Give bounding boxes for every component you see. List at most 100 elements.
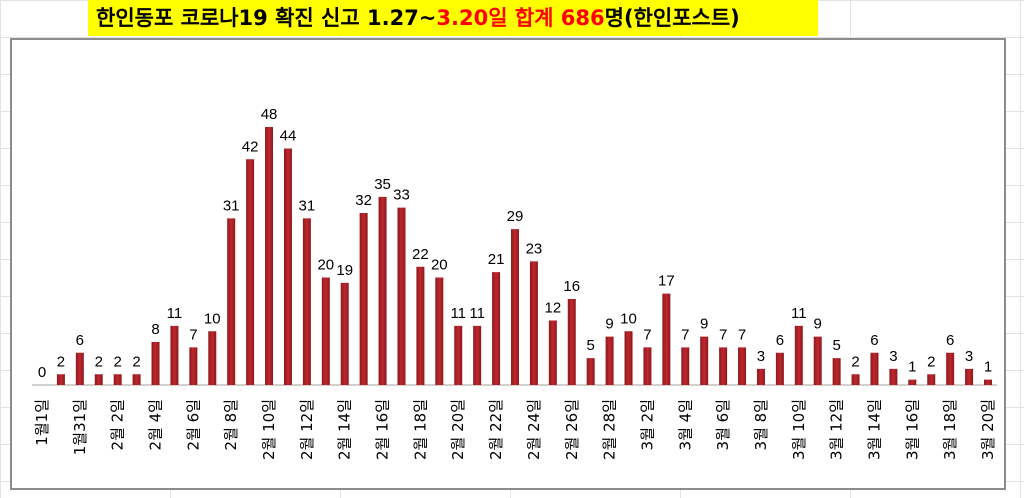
bar [756, 368, 765, 385]
bar [529, 261, 538, 385]
bar [946, 352, 955, 385]
bar [435, 277, 444, 385]
bar [359, 213, 368, 385]
bar [889, 368, 898, 385]
data-label: 42 [242, 138, 259, 155]
bar [586, 358, 595, 385]
bar [246, 159, 255, 385]
data-label: 17 [658, 273, 675, 290]
bar [378, 196, 387, 385]
data-label: 2 [927, 353, 935, 370]
bar [511, 229, 519, 385]
data-label: 31 [223, 197, 240, 214]
data-label: 33 [393, 187, 410, 204]
bar [813, 336, 822, 385]
data-label: 2 [851, 353, 859, 370]
bar [189, 347, 198, 385]
data-label: 7 [643, 326, 651, 343]
data-label: 3 [965, 348, 973, 365]
data-label: 11 [791, 305, 807, 322]
bar [643, 347, 652, 385]
data-label: 11 [450, 305, 466, 322]
data-label: 9 [814, 316, 822, 333]
tick-label: 2월 8일 [222, 399, 240, 450]
data-label: 11 [167, 305, 183, 322]
tick-label: 2월 2일 [109, 399, 127, 450]
tick-label: 3월 10일 [790, 399, 808, 460]
bar [908, 379, 917, 385]
data-label: 22 [412, 246, 429, 263]
tick-label: 2월 26일 [563, 399, 581, 460]
bar [75, 352, 84, 385]
bar [56, 374, 65, 385]
data-label: 6 [76, 332, 84, 349]
tick-label: 3월 4일 [676, 399, 694, 450]
data-label: 11 [469, 305, 485, 322]
tick-label: 2월 16일 [374, 399, 392, 460]
bar [605, 336, 614, 385]
bar [416, 266, 425, 385]
tick-label: 3월 6일 [714, 399, 732, 450]
data-label: 31 [299, 197, 316, 214]
bar [208, 331, 217, 385]
bar [302, 218, 311, 385]
data-label: 6 [776, 332, 784, 349]
bar [738, 347, 747, 385]
bar [870, 352, 879, 385]
data-label: 1 [908, 359, 916, 376]
tick-label: 2월 28일 [601, 399, 619, 460]
data-label: 7 [738, 326, 746, 343]
data-label: 6 [946, 332, 954, 349]
data-label: 8 [151, 321, 159, 338]
bar [984, 379, 992, 385]
data-label: 2 [95, 353, 103, 370]
tick-label: 2월 10일 [260, 399, 278, 460]
tick-label: 2월 20일 [449, 399, 467, 460]
data-label: 48 [261, 106, 278, 123]
bar [927, 374, 936, 385]
tick-label: 2월 4일 [147, 399, 165, 450]
data-label: 23 [526, 240, 543, 257]
chart-area: 0 1월1일 2 6 1월31일 2 2 2월 2일 2 8 2월 4일 11 7 2월 6일 10 31 2월… [10, 38, 1006, 490]
data-label: 2 [132, 353, 140, 370]
tick-label: 3월 16일 [903, 399, 921, 460]
data-label: 10 [620, 310, 637, 327]
data-label: 20 [431, 257, 448, 274]
tick-label: 3월 8일 [752, 399, 770, 450]
data-label: 0 [38, 364, 46, 381]
bar [170, 325, 179, 385]
bar [567, 299, 576, 385]
tick-label: 3월 14일 [865, 399, 883, 460]
title-source: 명(한인포스트) [604, 6, 740, 30]
data-label: 3 [757, 348, 765, 365]
bar [548, 320, 557, 385]
data-label: 32 [355, 192, 372, 209]
tick-label: 3월 20일 [979, 399, 997, 460]
bar [681, 347, 690, 385]
tick-label: 2월 18일 [411, 399, 429, 460]
title-text: 한인동포 코로나19 확진 신고 1.27~ [96, 6, 437, 30]
bar [265, 127, 274, 385]
bar [775, 352, 784, 385]
bar [832, 358, 841, 385]
bar [454, 325, 463, 385]
tick-label: 1월31일 [71, 399, 89, 455]
bar [700, 336, 709, 385]
bar [662, 293, 671, 385]
bar [492, 272, 501, 385]
data-label: 1 [984, 359, 992, 376]
bar [132, 374, 141, 385]
data-label: 10 [204, 310, 221, 327]
data-label: 21 [488, 251, 505, 268]
bar [965, 368, 974, 385]
bar [473, 325, 482, 385]
data-label: 7 [719, 326, 727, 343]
data-label: 12 [544, 300, 561, 317]
tick-label: 2월 14일 [336, 399, 354, 460]
data-label: 9 [700, 316, 708, 333]
tick-label: 2월 22일 [487, 399, 505, 460]
bar [397, 207, 406, 385]
data-label: 16 [563, 278, 580, 295]
data-label: 29 [507, 208, 524, 225]
